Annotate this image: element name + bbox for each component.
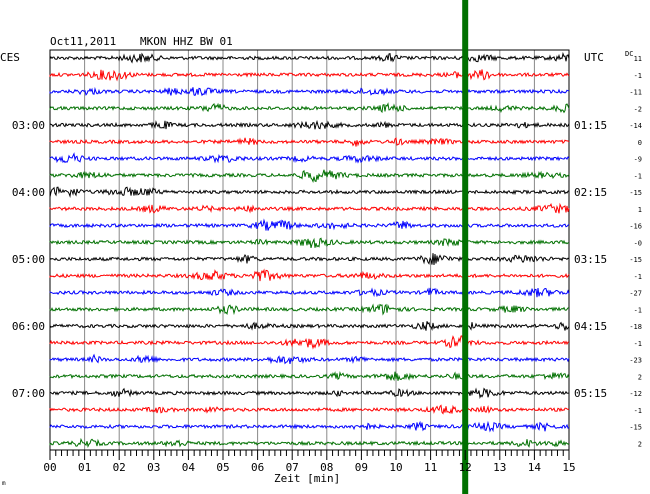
x-tick-label: 05 — [216, 461, 229, 474]
dc-offset-label: -16 — [629, 223, 642, 231]
trace-18 — [49, 335, 570, 350]
dc-offset-label: -15 — [629, 424, 642, 432]
trace-10 — [49, 202, 570, 214]
trace-2 — [49, 69, 570, 82]
right-time-label: 02:15 — [574, 186, 607, 199]
dc-offset-label: -1 — [634, 72, 642, 80]
trace-12 — [49, 237, 570, 249]
x-tick-label: 00 — [43, 461, 56, 474]
trace-21 — [49, 387, 569, 400]
left-time-label: 06:00 — [12, 320, 45, 333]
trace-7 — [49, 152, 570, 164]
right-time-label: 01:15 — [574, 119, 607, 132]
x-tick-label: 03 — [147, 461, 160, 474]
trace-13 — [49, 253, 570, 265]
dc-offset-label: 0 — [638, 139, 642, 147]
trace-8 — [49, 169, 570, 183]
chart-date: Oct11,2011 — [50, 35, 116, 48]
dc-offset-label: -1 — [634, 273, 642, 281]
x-tick-label: 13 — [493, 461, 506, 474]
left-time-label: 03:00 — [12, 119, 45, 132]
event-marker-bar — [462, 0, 469, 494]
trace-3 — [49, 86, 569, 97]
x-tick-label: 10 — [389, 461, 402, 474]
x-tick-label: 14 — [528, 461, 542, 474]
dc-offset-label: -23 — [629, 357, 642, 365]
trace-22 — [49, 404, 570, 415]
trace-20 — [49, 370, 570, 382]
dc-offset-label: -11 — [629, 89, 642, 97]
trace-11 — [49, 218, 570, 231]
trace-6 — [49, 137, 570, 147]
trace-15 — [49, 287, 570, 298]
event-marker — [462, 0, 469, 494]
dc-offset-label: -0 — [634, 239, 642, 247]
trace-5 — [49, 119, 570, 130]
left-time-label: 05:00 — [12, 253, 45, 266]
trace-1 — [49, 51, 570, 64]
right-time-label: 04:15 — [574, 320, 607, 333]
trace-4 — [49, 102, 570, 114]
x-tick-label: 04 — [182, 461, 196, 474]
trace-24 — [49, 437, 570, 449]
right-time-labels: 01:15 02:15 03:15 04:15 05:15 — [574, 119, 607, 400]
x-tick-label: 15 — [562, 461, 575, 474]
dc-offset-label: 11 — [634, 55, 642, 63]
trace-23 — [49, 420, 570, 433]
dc-offset-label: -1 — [634, 407, 642, 415]
x-tick-label: 12 — [459, 461, 472, 474]
dc-offset-label: -15 — [629, 256, 642, 264]
x-tick-label: 07 — [286, 461, 299, 474]
right-time-label: 03:15 — [574, 253, 607, 266]
x-tick-label: 06 — [251, 461, 264, 474]
dc-offset-label: -1 — [634, 340, 642, 348]
trace-17 — [49, 321, 570, 332]
dc-offset-label: -2 — [634, 105, 642, 113]
left-time-label: 07:00 — [12, 387, 45, 400]
trace-14 — [49, 268, 570, 282]
trace-9 — [49, 186, 570, 199]
x-tick-label: 02 — [113, 461, 126, 474]
dc-offset-label: -12 — [629, 390, 642, 398]
dc-offset-labels: 11 -1 -11 -2 -14 0 -9 -1 -15 1 -16 -0 -15 -1 -27 -1 -18 -… — [629, 55, 642, 448]
chart-station: MKON HHZ BW 01 — [140, 35, 233, 48]
dc-offset-label: -27 — [629, 290, 642, 298]
x-tick-label: 11 — [424, 461, 437, 474]
x-tick-label: 09 — [355, 461, 368, 474]
trace-16 — [49, 303, 570, 316]
traces — [49, 51, 570, 449]
dc-offset-label: 1 — [638, 206, 642, 214]
right-time-label: 05:15 — [574, 387, 607, 400]
left-zone-label: CES — [0, 51, 20, 64]
trace-19 — [49, 353, 570, 365]
left-time-labels: 03:00 04:00 05:00 06:00 07:00 — [12, 119, 45, 400]
dc-offset-label: 2 — [638, 373, 642, 381]
dc-offset-label: 2 — [638, 440, 642, 448]
x-axis-title: Zeit [min] — [274, 472, 340, 485]
footer-mark: m — [2, 480, 6, 487]
dc-offset-label: -1 — [634, 172, 642, 180]
dc-header-label: DC — [625, 50, 633, 58]
x-tick-label: 01 — [78, 461, 91, 474]
left-time-label: 04:00 — [12, 186, 45, 199]
dc-offset-label: -18 — [629, 323, 642, 331]
dc-offset-label: -9 — [634, 156, 642, 164]
dc-offset-label: -15 — [629, 189, 642, 197]
dc-offset-label: -14 — [629, 122, 642, 130]
x-axis: 00 01 02 03 04 05 06 07 08 09 10 11 12 13 14 15 — [43, 450, 576, 474]
right-zone-label: UTC — [584, 51, 604, 64]
x-tick-label: 08 — [320, 461, 333, 474]
dc-offset-label: -1 — [634, 306, 642, 314]
